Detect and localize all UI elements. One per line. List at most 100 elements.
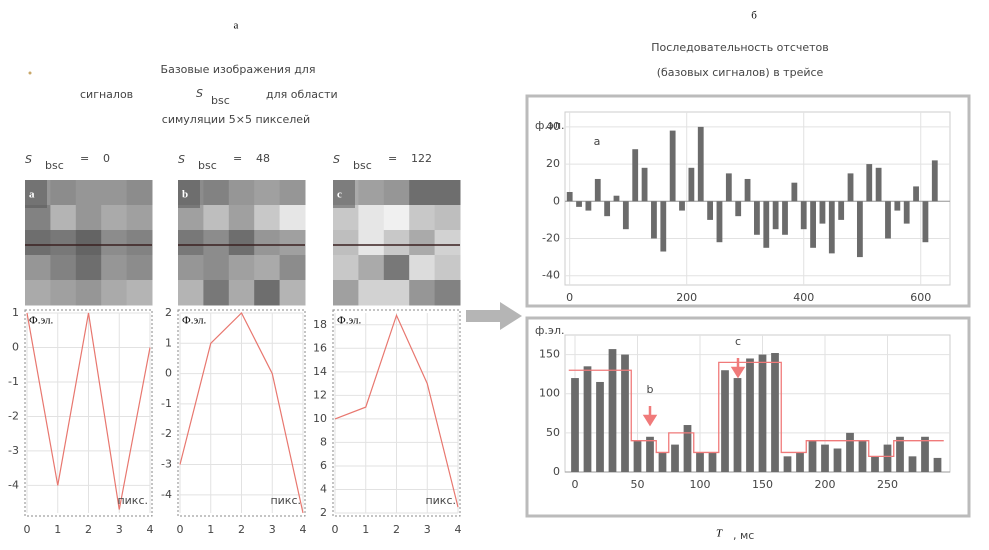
pixel — [409, 205, 436, 231]
panel-label: б — [751, 10, 757, 22]
bar — [708, 452, 717, 472]
subscript: bsc — [211, 94, 230, 107]
pixel — [254, 205, 281, 231]
y-tick-label: -3 — [8, 444, 19, 457]
pixel — [279, 180, 306, 206]
x-tick-label: 4 — [300, 523, 307, 536]
y-label: Ф.эл. — [337, 315, 361, 327]
y-tick-label: 4 — [320, 482, 327, 495]
equals: = — [80, 152, 89, 165]
pixel — [203, 180, 230, 206]
bar — [871, 456, 879, 472]
y-tick-label: -2 — [161, 427, 172, 440]
pixel — [434, 255, 461, 281]
pixel — [333, 255, 359, 281]
panel-label: а — [234, 20, 239, 32]
y-tick-label: -2 — [8, 409, 19, 422]
bar — [735, 201, 742, 217]
bar — [846, 432, 854, 472]
bar — [633, 440, 642, 472]
plot-frame — [332, 309, 461, 517]
step-line — [568, 361, 944, 457]
bar — [651, 201, 657, 239]
pixel — [358, 230, 385, 256]
y-label: ф.эл. — [535, 119, 564, 132]
bar — [669, 130, 676, 202]
bar — [883, 444, 892, 472]
s-value: 48 — [256, 152, 270, 165]
dot — [28, 71, 32, 75]
pixel — [409, 230, 436, 256]
right-title: Последовательность отсчетов — [651, 41, 829, 54]
panel-frame — [525, 316, 971, 518]
pixel — [254, 280, 281, 306]
s-value: 0 — [103, 152, 110, 165]
annotation: b — [647, 383, 654, 396]
x-tick-label: 150 — [752, 478, 773, 491]
bar — [894, 201, 901, 211]
y-tick-label: 8 — [320, 435, 327, 448]
bar — [903, 201, 910, 224]
panel-frame — [525, 94, 971, 308]
pixel — [126, 230, 153, 256]
pixel — [25, 230, 51, 256]
bar — [821, 444, 829, 472]
bar — [754, 201, 760, 235]
pixel — [25, 280, 51, 306]
pixel — [101, 230, 128, 256]
bar — [721, 370, 729, 472]
symbol: S — [25, 153, 32, 166]
bar — [716, 201, 723, 243]
pixel — [25, 255, 51, 281]
x-tick-label: 2 — [85, 523, 92, 536]
pixel — [358, 205, 385, 231]
x-label: пикс. — [117, 494, 148, 507]
y-tick-label: -40 — [542, 269, 560, 282]
pixel — [383, 230, 410, 256]
footer-symbol: T — [716, 528, 723, 540]
line — [334, 313, 459, 508]
y-tick-label: 0 — [553, 194, 560, 207]
x-tick-label: 0 — [332, 523, 339, 536]
y-tick-label: 0 — [165, 367, 172, 380]
equals: = — [233, 152, 242, 165]
subscript: bsc — [353, 159, 372, 172]
x-tick-label: 3 — [269, 523, 276, 536]
bar — [856, 201, 863, 258]
pixel — [383, 180, 410, 206]
bar — [632, 149, 639, 202]
bar — [566, 191, 573, 202]
bar — [571, 378, 579, 472]
y-tick-label: 150 — [539, 348, 560, 361]
pixel — [228, 180, 255, 206]
pixel — [409, 180, 436, 206]
bar — [896, 436, 904, 472]
x-tick-label: 400 — [793, 291, 814, 304]
pixel — [358, 255, 385, 281]
annotation-arrow — [642, 406, 658, 427]
pixel — [434, 180, 461, 206]
pixel — [101, 205, 128, 231]
bar — [733, 378, 742, 472]
bar — [866, 164, 873, 202]
pixel — [75, 255, 102, 281]
x-tick-label: 1 — [54, 523, 61, 536]
pixel — [434, 280, 461, 306]
bar — [621, 354, 629, 472]
x-tick-label: 0 — [572, 478, 579, 491]
symbol: S — [333, 153, 340, 166]
pixel — [126, 180, 153, 206]
pixel — [279, 230, 306, 256]
pixel — [178, 205, 204, 231]
bar — [772, 201, 779, 230]
pixel — [434, 230, 461, 256]
y-label: Ф.эл. — [182, 315, 206, 327]
plot-frame — [24, 309, 153, 517]
pixel — [101, 280, 128, 306]
pixel — [50, 280, 77, 306]
x-tick-label: 3 — [116, 523, 123, 536]
y-tick-label: -1 — [8, 375, 19, 388]
bar — [933, 457, 942, 472]
plot-bg — [564, 111, 951, 286]
y-tick-label: 50 — [546, 426, 560, 439]
